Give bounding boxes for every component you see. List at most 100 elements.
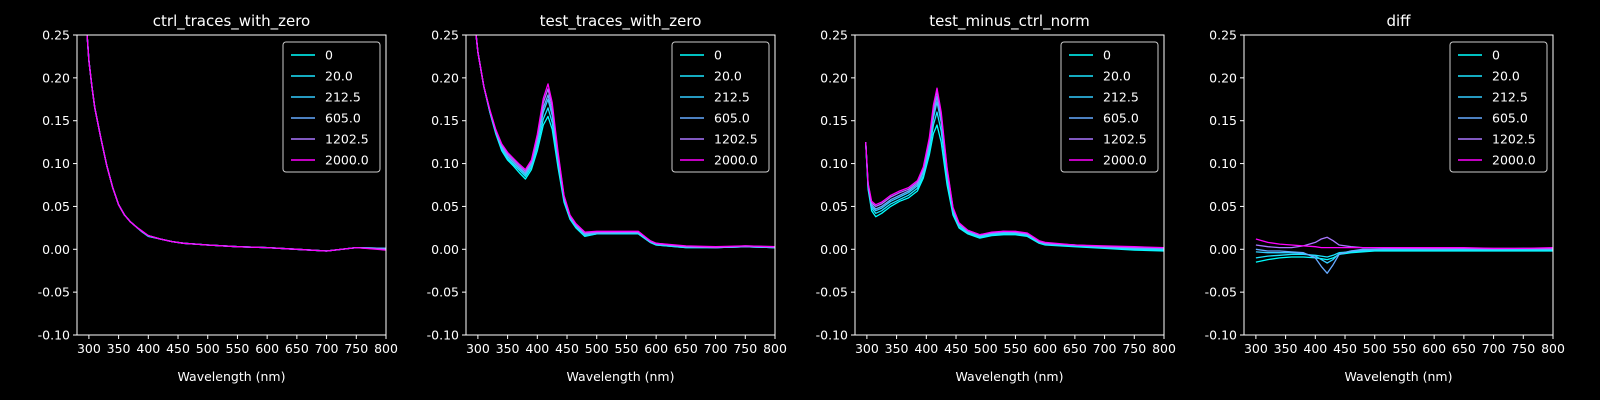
x-axis-label: Wavelength (nm) <box>1345 369 1453 384</box>
y-tick-label: 0.25 <box>42 28 70 43</box>
legend-label: 2000.0 <box>325 153 369 168</box>
x-tick-label: 550 <box>1393 341 1417 356</box>
y-tick-label: 0.05 <box>1209 199 1237 214</box>
y-tick-label: 0.05 <box>820 199 848 214</box>
series-line-2000.0 <box>865 87 1164 249</box>
x-tick-label: 300 <box>77 341 101 356</box>
x-tick-label: 550 <box>226 341 250 356</box>
y-tick-label: -0.05 <box>427 285 459 300</box>
legend-label: 2000.0 <box>1492 153 1536 168</box>
chart-panel-3: 300 350 400 450 500 550 600 650 700 750 800 -0.10 -0… <box>816 12 1176 384</box>
x-tick-label: 350 <box>496 341 520 356</box>
legend: 0 20.0 212.5 605.0 1202.5 2000.0 <box>671 41 770 173</box>
series-lines <box>475 35 775 249</box>
x-tick-label: 700 <box>315 341 339 356</box>
legend-label: 605.0 <box>1103 111 1139 126</box>
x-tick-label: 650 <box>674 341 698 356</box>
legend-label: 0 <box>1103 48 1111 63</box>
x-axis-label: Wavelength (nm) <box>178 369 286 384</box>
series-lines <box>86 35 386 252</box>
legend: 0 20.0 212.5 605.0 1202.5 2000.0 <box>282 41 381 173</box>
x-tick-label: 400 <box>525 341 549 356</box>
series-line-20.0 <box>1255 249 1553 259</box>
legend-label: 212.5 <box>1492 90 1528 105</box>
legend-label: 605.0 <box>714 111 750 126</box>
series-lines <box>865 87 1164 252</box>
x-tick-label: 600 <box>1033 341 1057 356</box>
x-axis-label: Wavelength (nm) <box>567 369 675 384</box>
y-tick-label: 0.15 <box>431 113 459 128</box>
legend-label: 1202.5 <box>1492 132 1536 147</box>
x-tick-label: 450 <box>944 341 968 356</box>
y-tick-label: 0.10 <box>1209 156 1237 171</box>
series-line-2000.0 <box>1255 238 1553 250</box>
legend-label: 212.5 <box>1103 90 1139 105</box>
series-line-0 <box>865 124 1164 252</box>
x-tick-label: 800 <box>1152 341 1176 356</box>
x-tick-label: 400 <box>1303 341 1327 356</box>
plot-frame <box>76 34 387 336</box>
x-tick-label: 350 <box>107 341 131 356</box>
legend-label: 1202.5 <box>1103 132 1147 147</box>
x-tick-label: 450 <box>1333 341 1357 356</box>
y-tick-label: -0.05 <box>38 285 70 300</box>
y-tick-label: 0.00 <box>431 242 459 257</box>
plot-frame <box>854 34 1165 336</box>
y-tick-label: 0.20 <box>1209 70 1237 85</box>
y-tick-label: 0.15 <box>1209 113 1237 128</box>
legend-label: 605.0 <box>325 111 361 126</box>
series-line-2000.0 <box>86 35 386 252</box>
y-tick-label: 0.00 <box>820 242 848 257</box>
x-tick-label: 650 <box>285 341 309 356</box>
x-tick-label: 350 <box>885 341 909 356</box>
legend-label: 1202.5 <box>714 132 758 147</box>
x-tick-label: 800 <box>374 341 398 356</box>
x-tick-label: 700 <box>704 341 728 356</box>
y-tick-label: 0.00 <box>42 242 70 257</box>
x-tick-label: 750 <box>1511 341 1535 356</box>
x-tick-label: 750 <box>1122 341 1146 356</box>
y-tick-label: 0.20 <box>820 70 848 85</box>
y-tick-label: 0.00 <box>1209 242 1237 257</box>
x-tick-label: 750 <box>733 341 757 356</box>
y-tick-label: 0.05 <box>42 199 70 214</box>
chart-title: test_minus_ctrl_norm <box>929 12 1090 31</box>
x-axis-label: Wavelength (nm) <box>956 369 1064 384</box>
x-tick-label: 800 <box>763 341 787 356</box>
x-tick-label: 650 <box>1452 341 1476 356</box>
x-tick-label: 500 <box>1363 341 1387 356</box>
legend: 0 20.0 212.5 605.0 1202.5 2000.0 <box>1449 41 1548 173</box>
y-tick-label: -0.05 <box>816 285 848 300</box>
legend-label: 212.5 <box>325 90 361 105</box>
y-tick-label: 0.25 <box>431 28 459 43</box>
legend-label: 2000.0 <box>714 153 758 168</box>
y-tick-label: 0.05 <box>431 199 459 214</box>
legend: 0 20.0 212.5 605.0 1202.5 2000.0 <box>1060 41 1159 173</box>
chart-title: diff <box>1386 12 1411 30</box>
x-tick-label: 750 <box>344 341 368 356</box>
chart-title: ctrl_traces_with_zero <box>153 12 310 31</box>
x-tick-label: 600 <box>1422 341 1446 356</box>
chart-title: test_traces_with_zero <box>540 12 702 31</box>
plot-frame <box>465 34 776 336</box>
legend-label: 0 <box>325 48 333 63</box>
x-tick-label: 700 <box>1093 341 1117 356</box>
series-lines <box>1255 236 1553 274</box>
x-tick-label: 350 <box>1274 341 1298 356</box>
y-tick-label: -0.10 <box>38 328 70 343</box>
legend-label: 0 <box>714 48 722 63</box>
y-tick-label: 0.10 <box>431 156 459 171</box>
legend-label: 20.0 <box>1492 69 1520 84</box>
y-tick-label: 0.10 <box>820 156 848 171</box>
legend-label: 20.0 <box>714 69 742 84</box>
chart-panel-2: 300 350 400 450 500 550 600 650 700 750 800 -0.10 -0… <box>427 12 787 384</box>
y-tick-label: -0.10 <box>1205 328 1237 343</box>
y-tick-label: -0.10 <box>427 328 459 343</box>
x-tick-label: 500 <box>585 341 609 356</box>
series-line-212.5 <box>1255 248 1553 264</box>
y-tick-label: 0.15 <box>42 113 70 128</box>
x-tick-label: 700 <box>1482 341 1506 356</box>
x-tick-label: 600 <box>644 341 668 356</box>
